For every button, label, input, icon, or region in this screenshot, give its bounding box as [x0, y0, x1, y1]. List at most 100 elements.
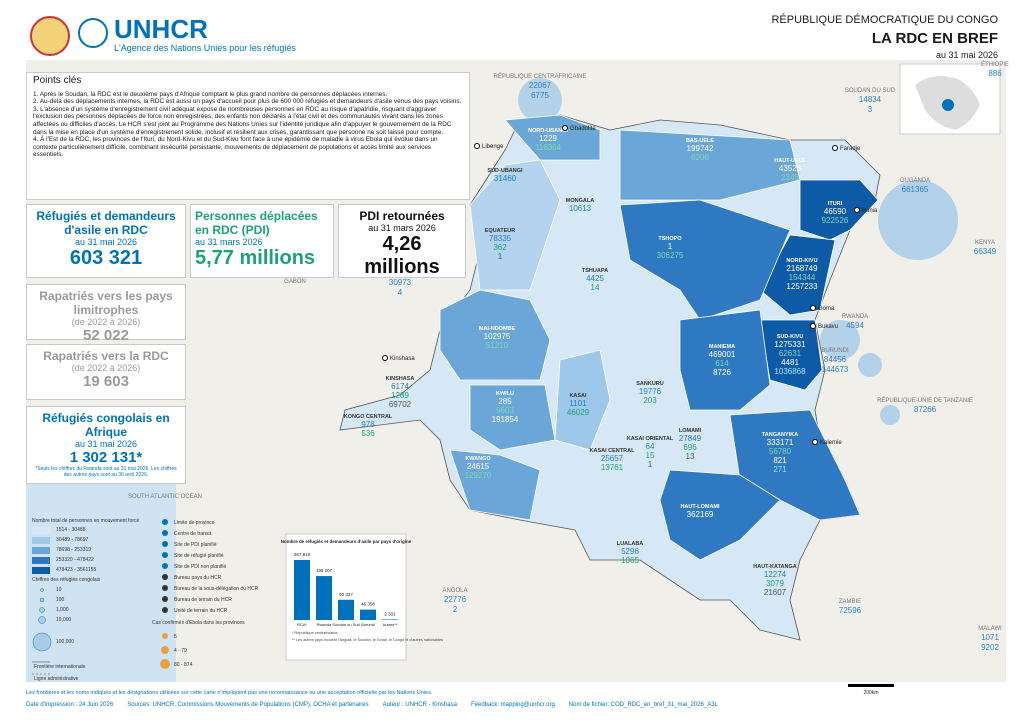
province-name: SUD-UBANGI	[487, 168, 523, 174]
legend-circle	[40, 588, 44, 592]
legend-label: Frontière internationale	[34, 664, 86, 670]
bar-value-label: 46 358	[361, 602, 375, 607]
province-value: 25657	[601, 454, 624, 463]
stat-date: au 31 mars 2026	[368, 223, 436, 233]
stat-value: 19 603	[83, 373, 129, 390]
province-name: KWILU	[496, 391, 514, 397]
stat-value: 52 022	[83, 327, 129, 344]
ebola-symbol	[162, 633, 168, 639]
city-marker	[832, 145, 838, 151]
province-value: 978	[361, 420, 375, 429]
stat-box: Rapatriés vers la RDC (de 2022 à 2026) 1…	[26, 344, 186, 400]
province-value: 4481	[781, 358, 799, 367]
legend-label: Bureau de terrain du HCR	[174, 597, 232, 603]
province-name: BAS-UELE	[686, 138, 714, 144]
country-name: GABON	[284, 279, 306, 285]
city-marker	[812, 439, 818, 445]
country-name: SOUDAN DU SUD	[845, 88, 896, 94]
province-value: 3079	[766, 579, 784, 588]
city-name: Bunia	[862, 208, 878, 214]
stat-date: au 31 mai 2026	[74, 237, 138, 247]
province-value: 614	[715, 359, 729, 368]
stat-title: Rapatriés vers les pays limitrophes	[39, 289, 173, 317]
province-value: 1036868	[774, 367, 806, 376]
stat-date: (de 2022 à 2026)	[71, 317, 141, 327]
legend-label: 10	[56, 587, 62, 593]
province-name: EQUATEUR	[485, 228, 515, 234]
province-value: 12274	[764, 570, 787, 579]
province-value: 56780	[769, 447, 792, 456]
legend-label: Ligne administrative	[34, 676, 79, 682]
city-marker	[854, 207, 860, 213]
province-value: 285	[498, 397, 512, 406]
legend-label: Limite de province	[174, 520, 215, 526]
province-name: ITURI	[828, 201, 843, 207]
date: au 31 mai 2026	[935, 50, 998, 60]
city-name: Libenge	[482, 144, 504, 150]
province-name: SUD-KIVU	[777, 334, 804, 340]
legend-label: Site de PDI non planifié	[174, 564, 226, 570]
province-value: 62631	[779, 349, 802, 358]
province-value: 46590	[824, 207, 847, 216]
province-value: 15	[646, 451, 655, 460]
key-points: Points clés 1. Après le Soudan, la RDC e…	[26, 72, 470, 200]
stat-value: 5,77 millions	[195, 247, 316, 269]
legend-label: Unité de terrain du HCR	[174, 608, 228, 614]
country-value: 3	[868, 105, 873, 114]
province-name: TSHUAPA	[582, 268, 608, 274]
city-name: Goma	[818, 306, 835, 312]
province-value: 10613	[569, 204, 592, 213]
bar-category: Burundi	[361, 622, 375, 627]
legend-symbol	[162, 596, 168, 602]
legend-label: 100,000	[56, 639, 74, 645]
country-value: 22067	[529, 81, 552, 90]
province	[619, 199, 791, 321]
city-marker	[474, 143, 480, 149]
key-point: 4. À l'Est de la RDC, les provinces de l…	[33, 136, 438, 159]
province-value: 69702	[389, 400, 412, 409]
legend-symbol	[162, 541, 168, 547]
province-name: KINSHASA	[386, 376, 415, 382]
scale-label: 200km	[863, 690, 878, 696]
province-value: 5296	[621, 547, 639, 556]
legend-circle	[39, 597, 45, 603]
province-value: 1065	[621, 556, 639, 565]
province-value: 2168749	[786, 264, 818, 273]
province-value: 1	[498, 252, 503, 261]
stat-date: au 31 mai 2026	[74, 439, 138, 449]
legend-swatch	[32, 537, 50, 544]
country: RÉPUBLIQUE DÉMOCRATIQUE DU CONGO	[771, 14, 998, 26]
province	[659, 469, 781, 561]
legend-label: 78698 - 253319	[56, 547, 91, 553]
country-value: 1071	[981, 633, 999, 642]
bar-value-label: 2 331	[384, 611, 396, 616]
province-name: MONGALA	[566, 198, 594, 204]
stat-box: Personnes déplacées en RDC (PDI) au 31 m…	[190, 204, 334, 278]
province-name: KONGO CENTRAL	[344, 414, 393, 420]
chart-title: Nombre de réfugiés et demandeurs d'asile…	[281, 539, 412, 544]
country-name: KENYA	[975, 240, 995, 246]
stat-box: PDI retournées au 31 mars 2026 4,26 mill…	[338, 204, 466, 278]
stat-value: 1 302 131*	[69, 449, 143, 466]
province-value: 14	[591, 283, 600, 292]
city-name: Faradje	[840, 146, 861, 152]
inset	[899, 63, 1001, 135]
province-value: 19776	[639, 387, 662, 396]
province-value: 1229	[539, 134, 557, 143]
province-value: 129270	[465, 471, 492, 480]
province-value: 8726	[713, 368, 731, 377]
unhcr-logo	[78, 18, 108, 48]
legend-label: Centre de transit	[174, 531, 212, 537]
bar-category: Rwanda	[317, 622, 332, 627]
legend-circle	[38, 616, 46, 624]
legend-swatch	[32, 567, 50, 574]
stat-date: au 31 mars 2026	[195, 237, 263, 247]
country-value: 72596	[839, 606, 862, 615]
province-value: 306275	[657, 251, 684, 260]
province-name: LOMAMI	[679, 428, 702, 434]
bar	[382, 619, 398, 620]
refugee-circle	[518, 78, 562, 122]
country-value: 87266	[914, 405, 937, 414]
country-value: 2	[453, 605, 458, 614]
province-name: TSHOPO	[658, 236, 682, 242]
